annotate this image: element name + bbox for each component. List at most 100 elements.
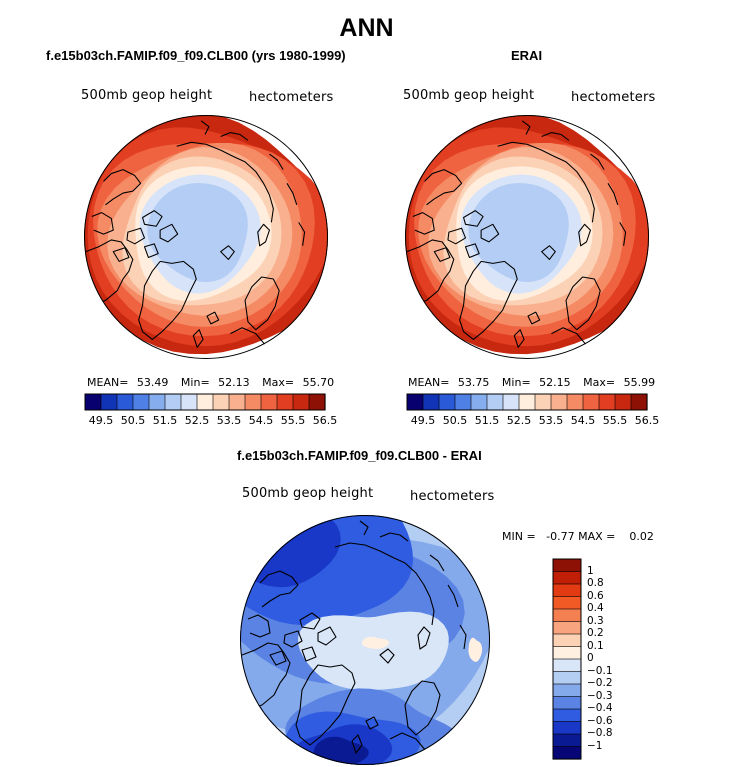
colorbar-tick-label: 56.5	[312, 414, 338, 427]
map-border	[405, 115, 649, 359]
coastline-segment	[412, 212, 435, 235]
colorbar-box-14	[630, 393, 648, 411]
colorbar-box-12	[598, 393, 616, 411]
contour-band-5	[147, 183, 248, 283]
coastline-segment	[103, 169, 142, 206]
diff-colorbar-box-1	[552, 571, 582, 585]
coastline-segment	[192, 329, 204, 348]
colorbar-tick-label: 52.5	[184, 414, 210, 427]
coastline-segment	[497, 141, 595, 223]
colorbar-box-11	[260, 393, 278, 411]
coastline-segment	[159, 223, 179, 243]
colorbar-box-8	[534, 393, 552, 411]
colorbar-tick-label: 53.5	[538, 414, 564, 427]
coastline-segment	[126, 227, 146, 245]
coastline-segment	[351, 734, 363, 754]
colorbar-box-14	[308, 393, 326, 411]
colorbar-box-4	[148, 393, 166, 411]
colorbar-box-6	[180, 393, 198, 411]
panel2-max-value: 55.99	[623, 376, 656, 389]
coastline-segment	[379, 648, 395, 664]
panel2-mean-value: 53.75	[457, 376, 490, 389]
colorbar-box-12	[276, 393, 294, 411]
coastline-segment	[138, 260, 197, 341]
map-border	[84, 115, 328, 359]
coastline-segment	[480, 223, 500, 243]
colorbar-tick-label: 55.5	[280, 414, 306, 427]
coastline-segment	[447, 227, 467, 245]
diff-colorbar-box-0	[552, 558, 582, 573]
coastline-segment	[590, 153, 605, 170]
colorbar-box-9	[228, 393, 246, 411]
diff-colorbar-tick-label: −0.2	[587, 677, 613, 689]
colorbar-box-3	[132, 393, 150, 411]
coastline-segment	[299, 612, 321, 630]
colorbar-box-6	[502, 393, 520, 411]
colorbar-box-2	[438, 393, 456, 411]
colorbar-tick-label: 50.5	[120, 414, 146, 427]
diff-colorbar-box-13	[552, 721, 582, 735]
diff-colorbar-box-2	[552, 583, 582, 598]
colorbar-tick-label: 49.5	[88, 414, 114, 427]
panel2-mean-label: MEAN=	[408, 376, 450, 389]
coastline-segment	[301, 646, 317, 662]
colorbar-tick-label: 52.5	[506, 414, 532, 427]
diff-colorbar-box-4	[552, 608, 582, 623]
coastline-segment	[404, 680, 441, 736]
coastline-segment	[142, 210, 163, 227]
panel2-min-value: 52.15	[539, 376, 571, 389]
diff-colorbar-box-12	[552, 708, 582, 723]
coastline-segment	[143, 243, 159, 259]
coastline-segment	[244, 276, 280, 331]
diff-panel-title: f.e15b03ch.FAMIP.f09_f09.CLB00 - ERAI	[237, 448, 482, 463]
panel2-colorbar	[406, 393, 648, 411]
diff-colorbar-tick-label: 0.6	[587, 589, 604, 602]
diff-colorbar-tick-label: 0.4	[587, 602, 604, 614]
colorbar-box-10	[566, 393, 584, 411]
colorbar-box-3	[454, 393, 472, 411]
colorbar-tick-label: 51.5	[152, 414, 178, 427]
coastline-segment	[247, 614, 271, 638]
colorbar-tick-label: 54.5	[570, 414, 596, 427]
coastline-segment	[241, 642, 291, 710]
diff-variable-label: 500mb geop height	[242, 486, 374, 501]
coastline-segment	[269, 153, 284, 170]
colorbar-box-0	[406, 393, 424, 411]
diff-colorbar-box-7	[552, 646, 582, 660]
coastline-segment	[459, 260, 518, 341]
coastline-segment	[317, 626, 337, 646]
panel1-min-value: 52.13	[218, 376, 250, 389]
contour-band-5	[468, 183, 569, 283]
coastline-segment	[283, 630, 303, 648]
colorbar-tick-label: 56.5	[634, 414, 660, 427]
coastline-segment	[527, 311, 541, 325]
diff-colorbar-box-15	[552, 746, 582, 760]
diff-colorbar-tick-label: 0.2	[587, 627, 604, 639]
diff-colorbar-box-11	[552, 696, 582, 710]
colorbar-box-0	[84, 393, 102, 411]
diff-stats: MIN = -0.77 MAX = 0.02	[502, 530, 654, 543]
coastline-segment	[541, 245, 556, 260]
diff-colorbar-tick-label: 0.8	[587, 577, 604, 589]
panel1-max-label: Max=	[262, 376, 295, 389]
colorbar-box-13	[292, 393, 310, 411]
coastline-segment	[463, 210, 484, 227]
panel1-stats: MEAN= 53.49 Min= 52.13 Max= 55.70	[87, 376, 334, 389]
coastline-segment	[433, 247, 451, 262]
coastline-segment	[619, 222, 627, 246]
colorbar-box-5	[164, 393, 182, 411]
panel2-polar-map	[405, 115, 649, 359]
diff-colorbar-tick-label: 0	[587, 652, 594, 664]
coastline-segment	[464, 243, 480, 259]
coastline-segment	[176, 141, 274, 223]
panel1-units-label: hectometers	[249, 90, 334, 105]
coastline-segment	[359, 520, 369, 536]
diff-colorbar-tick-label: −0.3	[587, 689, 613, 702]
panel2-units-label: hectometers	[571, 90, 656, 105]
panel1-title: f.e15b03ch.FAMIP.f09_f09.CLB00 (yrs 1980…	[46, 48, 346, 63]
diff-colorbar-tick-label: −0.4	[587, 702, 613, 714]
coastline-segment	[257, 223, 270, 247]
coastline-segment	[447, 584, 459, 608]
diff-colorbar-tick-label: −0.6	[587, 714, 613, 727]
diff-vertical-colorbar	[552, 558, 582, 760]
